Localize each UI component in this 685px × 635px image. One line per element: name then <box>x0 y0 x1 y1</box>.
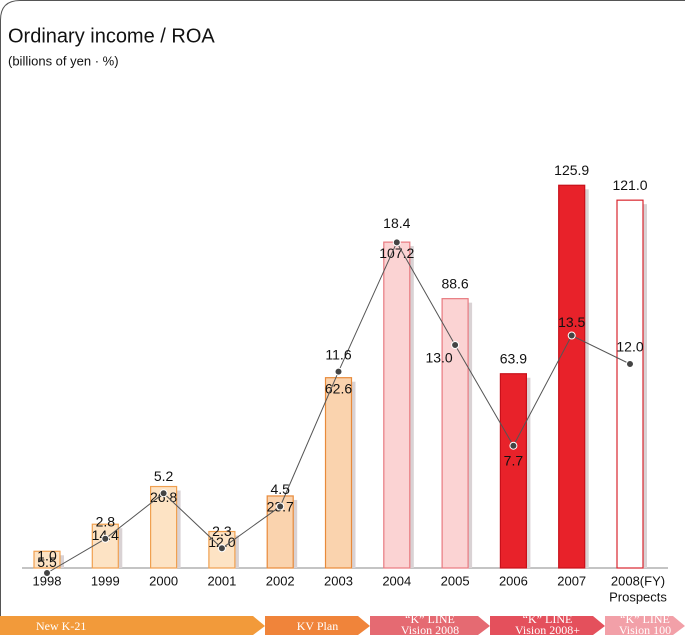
plan-label-line: Vision 100 <box>619 623 671 635</box>
roa-point <box>101 534 110 543</box>
x-tick-label: 2005 <box>441 573 470 588</box>
plan-label-line: “K” LINE <box>523 612 573 626</box>
plan-label: “K” LINE Vision 100 <box>619 612 671 635</box>
x-tick-label: 2008(FY) <box>611 573 665 588</box>
x-tick-note: Prospects <box>609 589 667 604</box>
bar-value-label: 62.6 <box>325 380 352 396</box>
x-tick-label: 2004 <box>382 573 411 588</box>
roa-point <box>43 569 51 577</box>
plan-label: “K” LINE Vision 2008 <box>401 612 459 635</box>
bar <box>441 298 469 569</box>
roa-value-label: 13.5 <box>558 314 585 330</box>
roa-value-label: 4.5 <box>270 481 290 497</box>
bar <box>383 241 411 569</box>
roa-point <box>276 502 285 511</box>
bar <box>499 373 527 569</box>
x-tick-label: 2007 <box>557 573 586 588</box>
plan-label: New K-21 <box>36 619 86 633</box>
roa-value-label: 1.0 <box>37 548 57 564</box>
roa-point <box>567 331 576 340</box>
plan-label-line: “K” LINE <box>620 612 670 626</box>
chart-title: Ordinary income / ROA <box>8 25 215 47</box>
plan-label: KV Plan <box>297 619 338 633</box>
plan-band <box>605 616 685 635</box>
bar <box>616 199 644 569</box>
chart-subtitle: (billions of yen · %) <box>8 53 119 68</box>
roa-value-label: 5.2 <box>154 468 174 484</box>
x-tick-label: 1998 <box>33 573 62 588</box>
roa-value-label: 7.7 <box>504 452 524 468</box>
plan-band <box>370 616 490 635</box>
x-tick-label: 2002 <box>266 573 295 588</box>
plan-label-line: “K” LINE <box>405 612 455 626</box>
roa-value-label: 2.8 <box>96 514 116 530</box>
roa-point <box>451 341 460 349</box>
roa-value-label: 13.0 <box>425 350 452 366</box>
plan-band <box>265 616 370 635</box>
plan-band <box>0 616 265 635</box>
bar-value-label: 125.9 <box>554 162 589 178</box>
roa-value-label: 2.3 <box>212 523 232 539</box>
roa-point <box>509 441 518 450</box>
bar <box>150 485 178 569</box>
roa-point <box>392 238 401 247</box>
bar-value-label: 121.0 <box>612 177 647 193</box>
x-tick-label: 2006 <box>499 573 528 588</box>
bar-value-label: 107.2 <box>379 245 414 261</box>
roa-value-label: 12.0 <box>616 339 643 355</box>
bar-value-label: 5.5 <box>37 554 57 570</box>
bar-value-label: 63.9 <box>500 350 527 366</box>
plan-label-line: Vision 2008+ <box>515 623 580 635</box>
roa-point <box>217 544 226 553</box>
plan-band <box>490 616 605 635</box>
plan-label-line: Vision 2008 <box>401 623 459 635</box>
plan-label: “K” LINE Vision 2008+ <box>515 612 580 635</box>
bar <box>33 550 61 569</box>
roa-value-label: 18.4 <box>383 215 410 231</box>
x-tick-label: 1999 <box>91 573 120 588</box>
x-tick-label: 2001 <box>207 573 236 588</box>
bar-value-label: 88.6 <box>441 275 468 291</box>
bar <box>558 184 586 569</box>
roa-point <box>159 489 168 498</box>
roa-value-label: 11.6 <box>325 346 351 362</box>
x-tick-label: 2000 <box>149 573 178 588</box>
roa-point <box>626 360 634 368</box>
bar <box>324 377 353 569</box>
bar-value-label: 26.8 <box>150 489 177 505</box>
bar-value-label: 12.0 <box>208 534 235 550</box>
x-tick-label: 2003 <box>324 573 353 588</box>
roa-point <box>334 367 343 376</box>
